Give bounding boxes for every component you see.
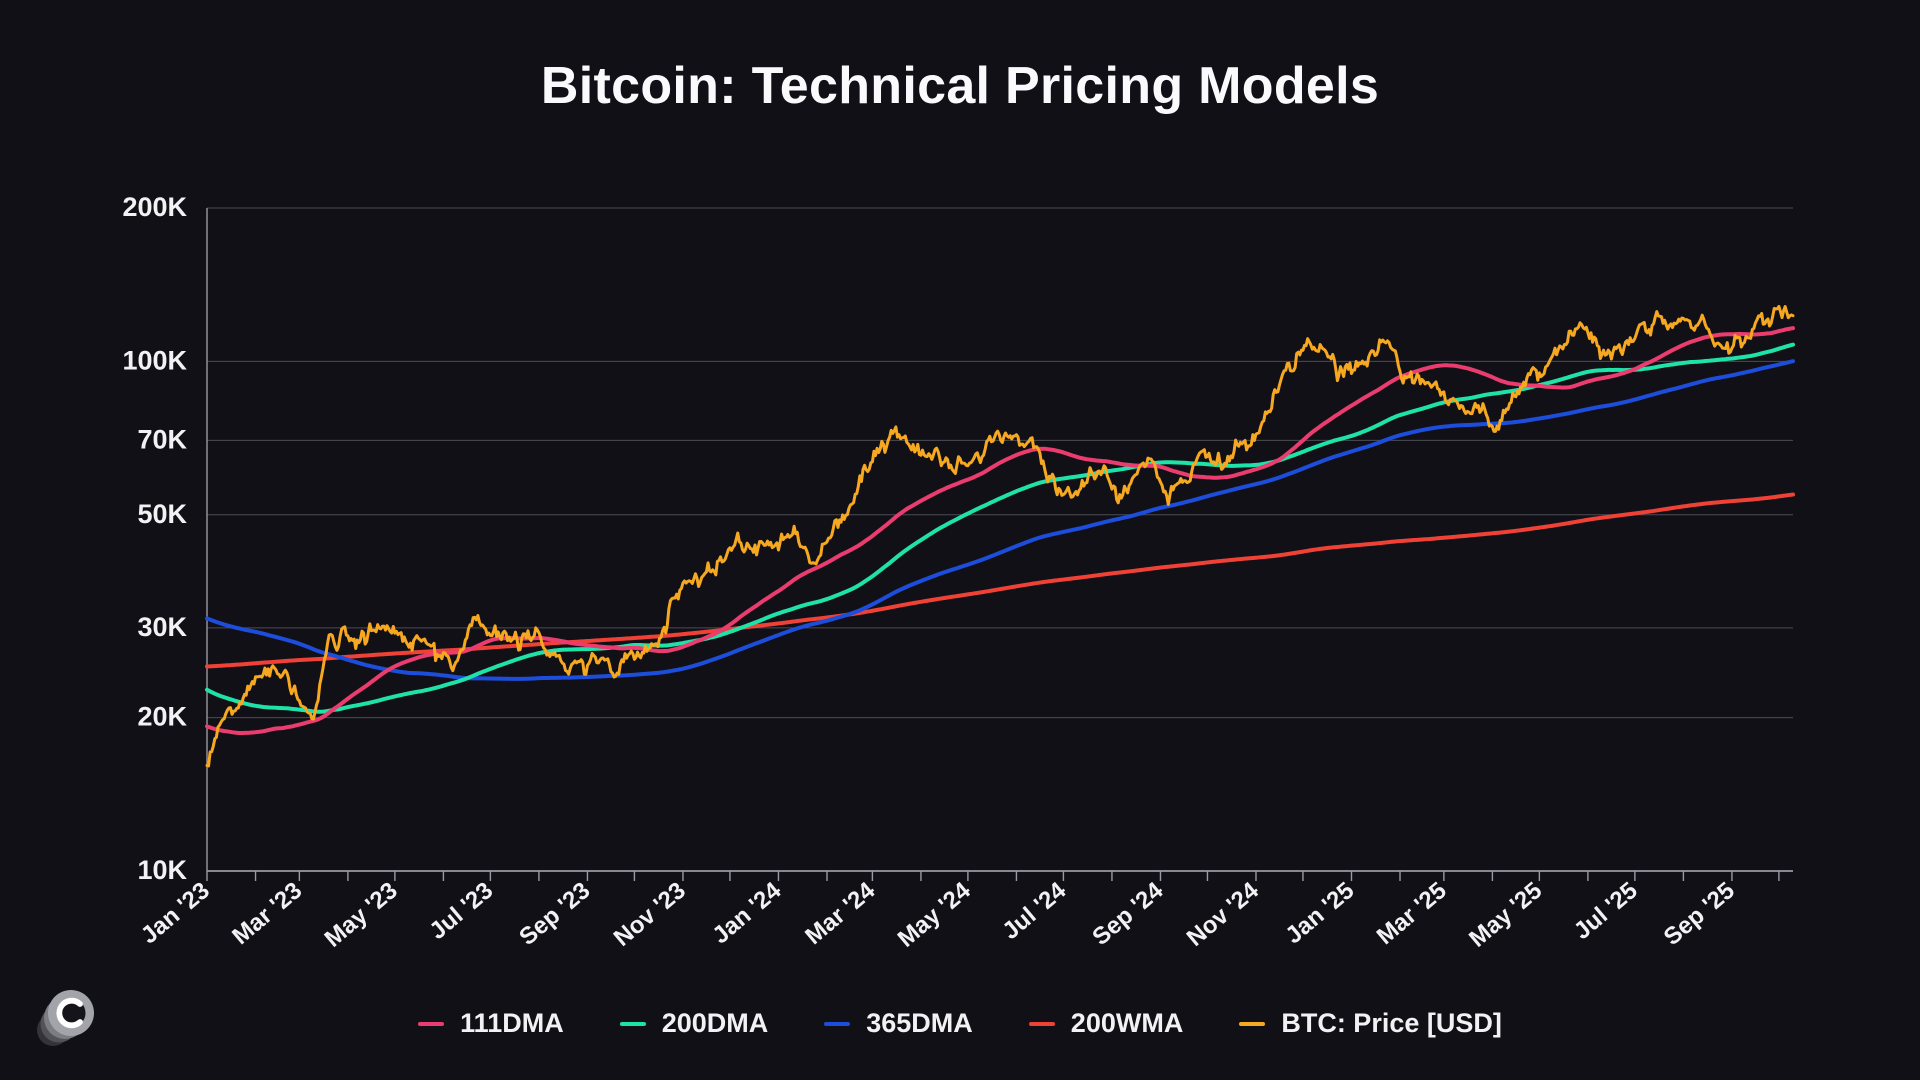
svg-text:30K: 30K xyxy=(137,612,187,642)
svg-text:Jan '24: Jan '24 xyxy=(707,877,786,950)
svg-text:May '24: May '24 xyxy=(893,876,977,952)
svg-text:Nov '23: Nov '23 xyxy=(609,877,691,952)
svg-text:Mar '25: Mar '25 xyxy=(1372,877,1452,950)
svg-text:70K: 70K xyxy=(137,424,187,454)
svg-text:May '23: May '23 xyxy=(320,877,403,953)
svg-text:May '25: May '25 xyxy=(1464,877,1547,953)
svg-text:200K: 200K xyxy=(122,192,187,222)
svg-text:Nov '24: Nov '24 xyxy=(1182,877,1265,952)
svg-text:Jul '24: Jul '24 xyxy=(997,876,1071,945)
svg-text:Jul '25: Jul '25 xyxy=(1569,877,1643,945)
svg-text:Jan '25: Jan '25 xyxy=(1280,877,1359,949)
svg-text:Sep '23: Sep '23 xyxy=(514,877,595,951)
svg-text:100K: 100K xyxy=(122,345,187,375)
svg-text:10K: 10K xyxy=(137,855,187,885)
svg-text:Mar '24: Mar '24 xyxy=(800,876,880,950)
svg-text:20K: 20K xyxy=(137,702,187,732)
svg-text:50K: 50K xyxy=(137,499,187,529)
svg-text:Jul '23: Jul '23 xyxy=(424,877,498,945)
svg-text:Jan '23: Jan '23 xyxy=(136,877,215,949)
svg-text:Sep '25: Sep '25 xyxy=(1659,877,1740,951)
svg-text:Sep '24: Sep '24 xyxy=(1087,876,1169,951)
svg-text:Mar '23: Mar '23 xyxy=(227,877,307,950)
